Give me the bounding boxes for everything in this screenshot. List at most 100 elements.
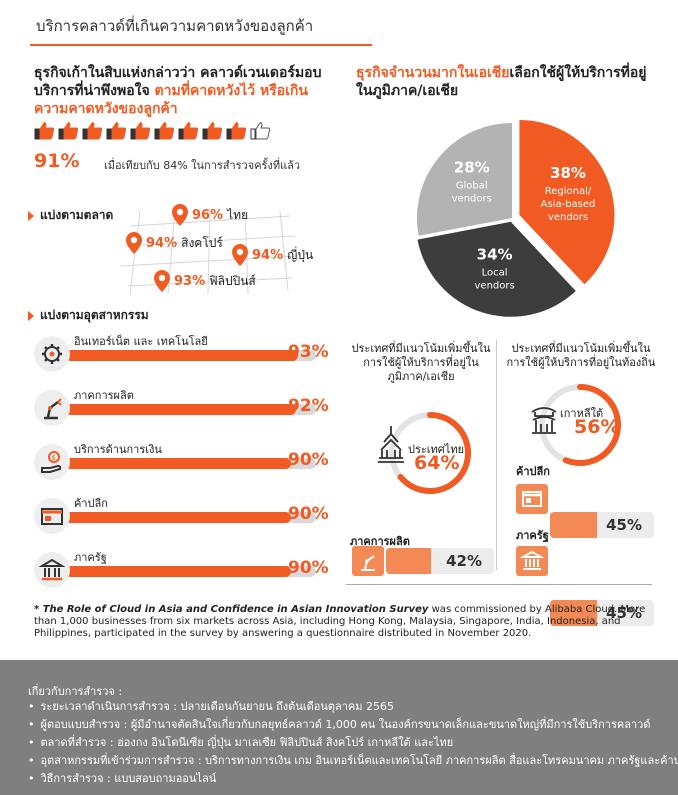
industry-icon-badge	[34, 390, 70, 426]
market-value: 93%	[174, 273, 206, 289]
korea-gauge	[526, 380, 634, 470]
pie-category-label: vendors	[548, 212, 588, 223]
about-item: ตลาดที่สำรวจ : ฮ่องกง อินโดนีเซีย ญี่ปุ่…	[28, 734, 678, 752]
column-divider	[496, 340, 497, 570]
right-bottom-rule	[346, 584, 652, 585]
industry-bar-track	[64, 458, 316, 469]
right-headline-part2: เลือกใช้ผู้ให้บริการที่อยู่ในภูมิภาค/เอเ…	[356, 65, 647, 99]
sub-bar-value: 42%	[446, 552, 482, 570]
col2-sub1-bar: 45%	[550, 512, 654, 538]
market-name: ไทย	[227, 207, 249, 222]
market-philippines: 93% ฟิลิปปินส์	[154, 270, 256, 292]
industry-value: 90%	[288, 450, 329, 470]
pie-value-label: 38%	[550, 164, 586, 182]
survey-name: * The Role of Cloud in Asia and Confiden…	[34, 604, 429, 615]
col1-sub-icon-box	[352, 546, 384, 576]
industry-icon-badge	[34, 498, 70, 534]
market-japan: 94% ญี่ปุ่น	[232, 244, 313, 266]
market-name: ญี่ปุ่น	[287, 247, 314, 262]
industry-row-manufacturing: ภาคการผลิต 92%	[34, 389, 334, 430]
location-pin-icon	[126, 232, 142, 254]
pie-slice-label: 28% Global vendors	[452, 159, 492, 205]
market-value: 96%	[192, 207, 224, 223]
col1-sub-bar: 42%	[386, 548, 494, 574]
about-title: เกี่ยวกับการสำรวจ :	[28, 685, 123, 698]
thumbs-up-icon	[202, 122, 223, 140]
thumbs-up-icon	[106, 122, 127, 140]
sub-bar-value: 45%	[606, 516, 642, 534]
industry-bar-track	[64, 404, 316, 415]
industry-bar-fill	[64, 512, 291, 523]
industry-section-label: แบ่งตามอุตสาหกรรม	[28, 306, 149, 325]
about-item: อุตสาหกรรมที่เข้าร่วมการสำรวจ : บริการทา…	[28, 752, 678, 770]
pie-slice	[519, 120, 615, 285]
gauge-fill	[389, 412, 471, 494]
right-headline-part1: ธุรกิจจำนวนมากในเอเชีย	[356, 65, 510, 81]
industry-icon-badge	[34, 336, 70, 372]
sub-bar-fill	[550, 600, 597, 626]
government-icon	[38, 558, 66, 581]
location-pin-icon	[172, 204, 188, 226]
korean-palace-icon	[531, 407, 557, 434]
triangle-bullet-icon	[28, 310, 34, 321]
pie-category-label: Global	[456, 181, 488, 192]
col2-country: เกาหลีใต้	[560, 407, 604, 420]
market-singapore: 94% สิงคโปร์	[126, 232, 223, 254]
industry-name: ภาคการผลิต	[74, 389, 134, 402]
footnote-text: was commissioned by Alibaba Cloud. More …	[34, 604, 646, 639]
left-headline-part2: ตามที่คาดหวังไว้ หรือเกินความคาดหวังของล…	[34, 83, 308, 117]
pie-slice-label: 34% Local vendors	[475, 245, 515, 291]
thumbs-up-icon	[154, 122, 175, 140]
thumbs-up-icon	[250, 122, 271, 140]
col2-sub1-icon-box	[516, 484, 548, 514]
industry-bar-track	[64, 566, 316, 577]
col2-sub2-label: ภาครัฐ	[516, 529, 549, 542]
about-item: ผู้ตอบแบบสำรวจ : ผู้มีอำนาจตัดสินใจเกี่ย…	[28, 716, 678, 734]
industry-name: ค้าปลีก	[74, 497, 108, 510]
industry-icon-badge	[34, 552, 70, 588]
col1-title: ประเทศที่มีแนวโน้มเพิ่มขึ้นในการใช้ผู้ให…	[351, 342, 491, 383]
market-thailand: 96% ไทย	[172, 204, 248, 226]
right-headline: ธุรกิจจำนวนมากในเอเชียเลือกใช้ผู้ให้บริก…	[356, 64, 656, 100]
industry-row-retail: ค้าปลีก 90%	[34, 497, 334, 538]
pie-category-label: Asia-based	[541, 199, 596, 210]
col1-country: ประเทศไทย	[408, 443, 465, 456]
industry-bar-track	[64, 512, 316, 523]
sub-bar-fill	[386, 548, 432, 574]
svg-text:$: $	[52, 454, 56, 462]
shop-icon	[522, 491, 542, 507]
industry-bar-track	[64, 350, 316, 361]
survey-footnote: * The Role of Cloud in Asia and Confiden…	[34, 604, 648, 640]
headline-value: 91%	[34, 150, 80, 172]
thumbs-up-icon	[82, 122, 103, 140]
col2-sub2-icon-box	[516, 546, 548, 576]
col2-sub2-bar: 45%	[550, 600, 654, 626]
industry-name: บริการด้านการเงิน	[74, 443, 162, 456]
market-name: ฟิลิปปินส์	[209, 273, 256, 288]
pie-category-label: vendors	[452, 194, 492, 205]
left-headline-part1: ธุรกิจเก้าในสิบแห่งกล่าวว่า คลาวด์เวนเดอ…	[34, 65, 322, 99]
thailand-gauge	[376, 408, 484, 498]
pie-category-label: vendors	[475, 280, 515, 291]
col1-sub-label: ภาคการผลิต	[350, 535, 410, 548]
market-section-label: แบ่งตามตลาด	[28, 206, 113, 225]
thumbs-up-icon	[58, 122, 79, 140]
sub-bar-value: 45%	[606, 604, 642, 622]
industry-row-internet: อินเทอร์เน็ต และ เทคโนโลยี 93%	[34, 335, 334, 376]
temple-icon	[378, 426, 404, 463]
industry-name: ภาครัฐ	[74, 551, 107, 564]
gauge-ring	[539, 384, 621, 466]
industry-value: 93%	[288, 342, 329, 362]
vendor-pie-chart: 38% Regional/Asia-based vendors 34% Local ven…	[417, 120, 615, 317]
industry-name: อินเทอร์เน็ต และ เทคโนโลยี	[74, 335, 208, 348]
industry-bar-fill	[64, 458, 291, 469]
location-pin-icon	[154, 270, 170, 292]
pie-category-label: Regional/	[545, 186, 592, 197]
thumbs-up-icon	[226, 122, 247, 140]
industry-row-government: ภาครัฐ 90%	[34, 551, 334, 592]
gear-icon	[42, 344, 62, 364]
pie-value-label: 34%	[477, 245, 513, 263]
industry-bar-fill	[64, 350, 299, 361]
industry-value: 90%	[288, 558, 329, 578]
gauge-ring	[389, 412, 471, 494]
